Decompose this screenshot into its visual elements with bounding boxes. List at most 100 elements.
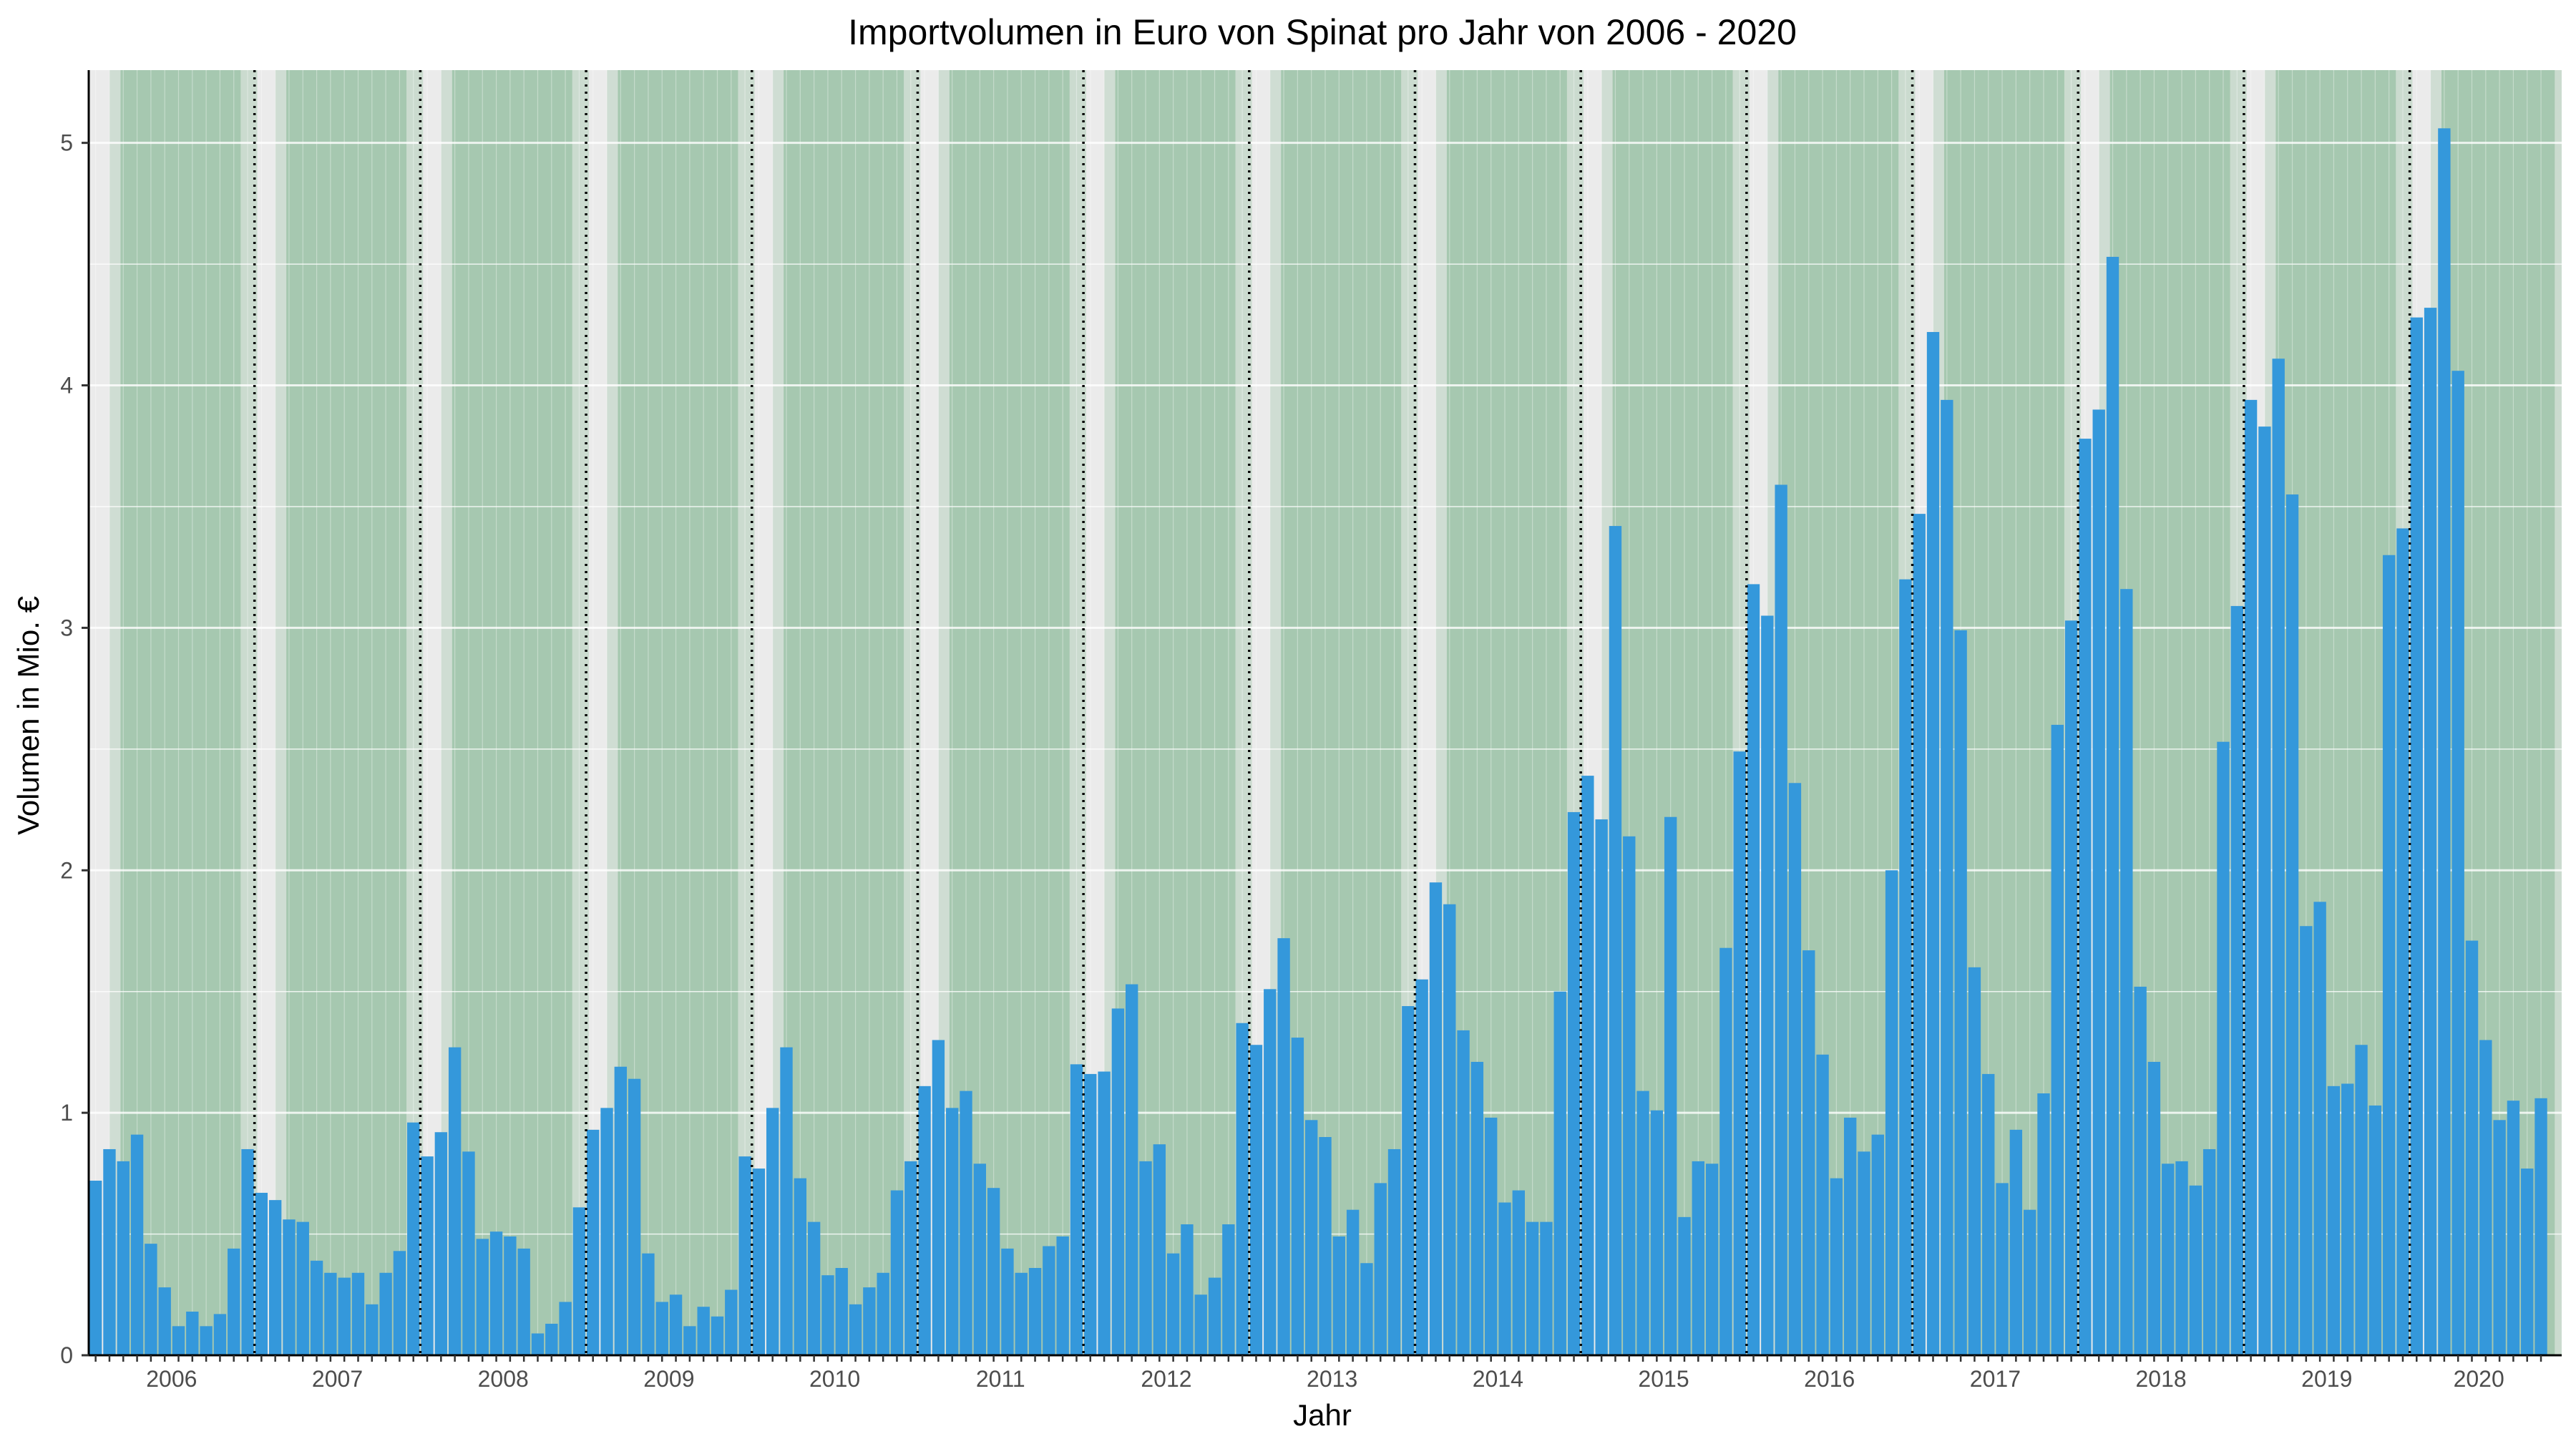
season-band-edge <box>441 70 452 1355</box>
bar <box>1609 526 1622 1355</box>
season-band-edge <box>2555 70 2562 1355</box>
bar <box>1056 1236 1069 1355</box>
bar <box>1015 1272 1028 1355</box>
bar <box>1788 783 1802 1355</box>
bar <box>973 1163 987 1355</box>
bar <box>960 1091 972 1355</box>
bar <box>835 1268 848 1355</box>
season-band <box>784 70 904 1355</box>
x-tick-label: 2006 <box>146 1366 197 1392</box>
bar <box>268 1200 282 1355</box>
bar <box>1387 1148 1401 1355</box>
bar <box>2313 902 2326 1355</box>
bar <box>1636 1091 1649 1355</box>
bar <box>2092 409 2105 1356</box>
bar <box>2285 494 2299 1356</box>
bar <box>1623 836 1636 1355</box>
bar <box>2382 555 2396 1355</box>
bar <box>1512 1190 1525 1355</box>
y-tick-label: 2 <box>60 857 73 883</box>
bar <box>1236 1023 1249 1355</box>
x-tick-label: 2017 <box>1970 1366 2021 1392</box>
season-band-edge <box>406 70 424 1355</box>
bar <box>918 1085 931 1355</box>
bar <box>1733 751 1746 1355</box>
bar <box>946 1108 959 1355</box>
x-tick-label: 2011 <box>976 1366 1025 1392</box>
bar <box>1360 1263 1373 1355</box>
bar <box>421 1156 434 1355</box>
bar <box>1153 1144 1166 1355</box>
bar <box>1484 1117 1498 1355</box>
bar <box>1719 947 1732 1355</box>
x-ticks: 2006 2007 2008 2009 2010 2011 2012 2013 2014 2015… <box>94 1355 2542 1392</box>
bar <box>1540 1221 1553 1355</box>
bar <box>1291 1038 1304 1355</box>
bar <box>2327 1085 2341 1355</box>
bar <box>600 1108 613 1355</box>
bar <box>255 1192 268 1355</box>
bar <box>2120 589 2133 1355</box>
bar <box>655 1302 668 1355</box>
season-band-edge <box>607 70 618 1355</box>
bar <box>1043 1246 1055 1355</box>
bar <box>1181 1224 1194 1355</box>
bar <box>1775 484 1787 1356</box>
bar <box>172 1326 185 1355</box>
bar <box>1926 331 1940 1356</box>
bar <box>462 1151 475 1355</box>
bar <box>1982 1073 1995 1355</box>
bar <box>117 1161 130 1355</box>
bar <box>863 1287 876 1355</box>
bar <box>228 1248 240 1355</box>
bar <box>366 1304 379 1355</box>
bar <box>794 1178 807 1355</box>
season-band-edge <box>938 70 950 1355</box>
bar <box>1816 1054 1829 1355</box>
bar <box>642 1253 655 1355</box>
bar <box>476 1239 489 1355</box>
chart-title: Importvolumen in Euro von Spinat pro Jah… <box>848 12 1797 52</box>
bar <box>489 1231 503 1355</box>
bar <box>2230 605 2243 1355</box>
bar <box>2244 399 2258 1355</box>
bar <box>283 1219 296 1355</box>
x-tick-label: 2012 <box>1141 1366 1191 1392</box>
bar <box>614 1066 628 1355</box>
bar <box>2368 1105 2382 1355</box>
bar <box>158 1287 171 1355</box>
bar <box>1028 1268 1042 1355</box>
bar <box>1126 984 1138 1355</box>
y-tick-label: 3 <box>60 615 73 640</box>
bar <box>145 1244 157 1355</box>
bar <box>738 1156 751 1355</box>
bar <box>890 1190 904 1355</box>
x-tick-label: 2008 <box>478 1366 529 1392</box>
bar <box>628 1078 641 1355</box>
y-tick-label: 5 <box>60 130 73 156</box>
bar <box>2534 1098 2547 1355</box>
bar <box>1402 1006 1415 1355</box>
bar <box>669 1294 683 1355</box>
bar <box>2051 724 2064 1355</box>
bar <box>2147 1061 2161 1355</box>
season-band <box>452 70 572 1355</box>
bar <box>1264 989 1277 1355</box>
bar <box>545 1323 558 1355</box>
y-ticks: 0 1 2 3 4 5 <box>60 130 89 1368</box>
season-band-edge <box>772 70 784 1355</box>
bar <box>1084 1073 1097 1355</box>
bar <box>1249 1045 1263 1355</box>
bar <box>1457 1030 1470 1355</box>
bar <box>1429 882 1443 1355</box>
bar <box>697 1307 710 1355</box>
bar <box>296 1221 309 1355</box>
bar <box>2507 1101 2520 1355</box>
bar <box>1139 1161 1152 1355</box>
bar <box>2175 1161 2188 1355</box>
x-tick-label: 2014 <box>1473 1366 1523 1392</box>
bar <box>1899 579 1912 1356</box>
bar <box>186 1312 199 1355</box>
bar <box>1843 1117 1857 1355</box>
